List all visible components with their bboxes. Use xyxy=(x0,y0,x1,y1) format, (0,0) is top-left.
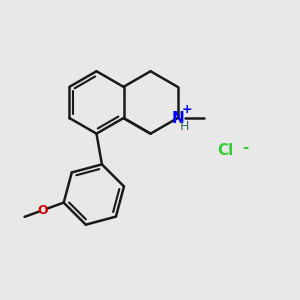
Text: O: O xyxy=(38,204,48,217)
Text: Cl: Cl xyxy=(217,142,233,158)
Text: H: H xyxy=(179,121,189,134)
Text: +: + xyxy=(181,103,192,116)
Text: N: N xyxy=(171,110,184,125)
Text: -: - xyxy=(242,140,248,154)
